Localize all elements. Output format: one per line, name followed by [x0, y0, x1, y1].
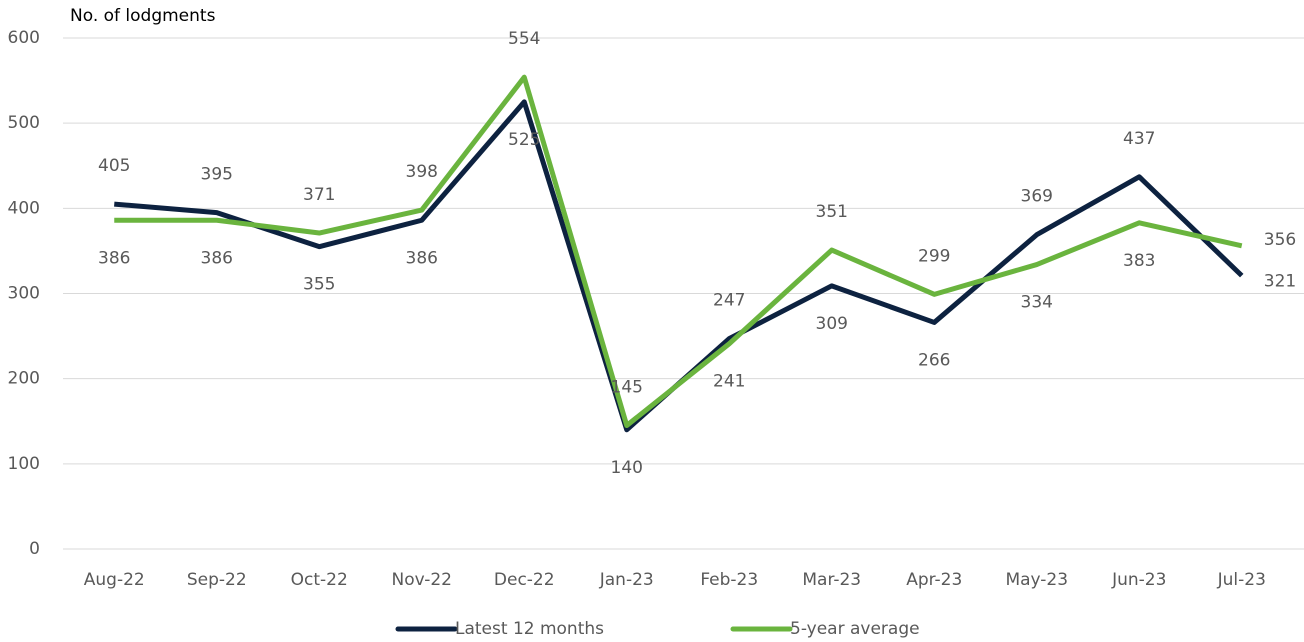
y-tick-label: 0 [29, 539, 40, 559]
data-label: 386 [406, 248, 438, 268]
data-label: 437 [1123, 129, 1155, 149]
data-label: 309 [816, 314, 848, 334]
x-tick-label: Aug-22 [84, 570, 145, 590]
data-label: 371 [303, 185, 335, 205]
data-label: 386 [98, 248, 130, 268]
data-label: 299 [918, 246, 950, 266]
x-tick-label: Feb-23 [700, 570, 758, 590]
data-label: 395 [201, 165, 233, 185]
data-label: 369 [1021, 187, 1053, 207]
y-tick-label: 500 [8, 113, 40, 133]
data-label: 241 [713, 372, 745, 392]
data-label: 383 [1123, 251, 1155, 271]
data-label: 140 [611, 458, 643, 478]
data-label: 398 [406, 162, 438, 182]
data-label: 266 [918, 350, 950, 370]
y-tick-label: 200 [8, 369, 40, 389]
legend-label: 5-year average [790, 619, 920, 639]
x-tick-label: Nov-22 [392, 570, 453, 590]
data-label: 356 [1264, 230, 1296, 250]
x-tick-label: Jan-23 [599, 570, 654, 590]
y-tick-label: 100 [8, 454, 40, 474]
data-label: 554 [508, 29, 540, 49]
series-line [114, 74, 1243, 429]
x-tick-label: Oct-22 [291, 570, 348, 590]
data-label: 247 [713, 291, 745, 311]
chart-title: No. of lodgments [70, 6, 216, 26]
legend-label: Latest 12 months [455, 619, 604, 639]
data-label: 386 [201, 248, 233, 268]
x-tick-label: Sep-22 [187, 570, 247, 590]
x-tick-label: Jun-23 [1111, 570, 1166, 590]
y-tick-label: 400 [8, 198, 40, 218]
data-label: 525 [508, 130, 540, 150]
data-label: 145 [611, 378, 643, 398]
y-tick-label: 600 [8, 28, 40, 48]
x-tick-label: Mar-23 [802, 570, 861, 590]
x-tick-label: May-23 [1005, 570, 1068, 590]
x-tick-label: Dec-22 [494, 570, 555, 590]
data-label: 321 [1264, 272, 1296, 292]
data-label: 355 [303, 275, 335, 295]
x-tick-label: Jul-23 [1217, 570, 1266, 590]
data-label: 334 [1021, 293, 1053, 313]
series-line [114, 99, 1244, 433]
x-tick-label: Apr-23 [906, 570, 962, 590]
data-label: 351 [816, 202, 848, 222]
y-tick-label: 300 [8, 284, 40, 304]
data-label: 405 [98, 156, 130, 176]
